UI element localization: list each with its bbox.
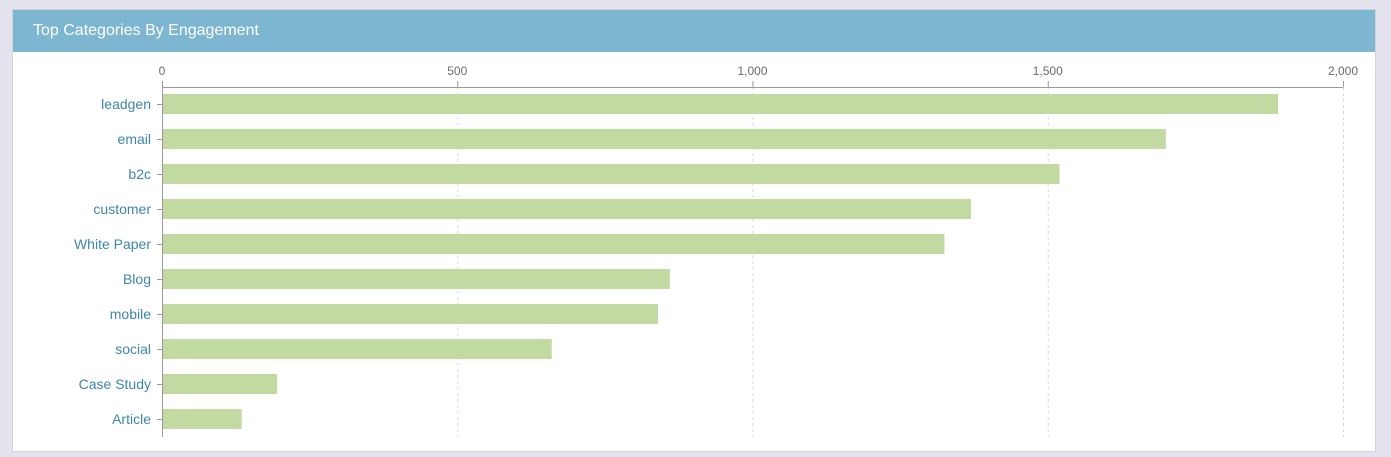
category-label: customer: [93, 201, 151, 217]
bar-customer[interactable]: [163, 199, 971, 219]
bar-email[interactable]: [163, 129, 1166, 149]
bar-leadgen[interactable]: [163, 94, 1279, 114]
x-tick-label: 0: [159, 64, 166, 78]
labels: 0 500 1,000 1,500 2,000 leadgen email b2c custom…: [74, 64, 1358, 427]
bar-white-paper[interactable]: [163, 234, 945, 254]
category-label: Blog: [123, 271, 151, 287]
grid-lines: [457, 87, 1344, 437]
x-tick-label: 1,000: [737, 64, 767, 78]
category-label: email: [118, 131, 151, 147]
bar-b2c[interactable]: [163, 164, 1060, 184]
category-label: mobile: [110, 306, 151, 322]
bar-mobile[interactable]: [163, 304, 659, 324]
panel-title: Top Categories By Engagement: [33, 22, 259, 39]
axes: [157, 81, 1344, 437]
bar-case-study[interactable]: [163, 374, 278, 394]
x-tick-label: 500: [447, 64, 467, 78]
category-label: Article: [112, 411, 151, 427]
bar-article[interactable]: [163, 409, 242, 429]
x-tick-label: 1,500: [1033, 64, 1063, 78]
bars: [163, 94, 1279, 429]
category-label: Case Study: [79, 376, 151, 392]
x-tick-label: 2,000: [1328, 64, 1358, 78]
bar-social[interactable]: [163, 339, 552, 359]
category-label: leadgen: [101, 96, 151, 112]
category-label: b2c: [128, 166, 151, 182]
category-label: White Paper: [74, 236, 151, 252]
panel-header: Top Categories By Engagement: [13, 10, 1375, 52]
category-label: social: [115, 341, 151, 357]
bar-blog[interactable]: [163, 269, 670, 289]
